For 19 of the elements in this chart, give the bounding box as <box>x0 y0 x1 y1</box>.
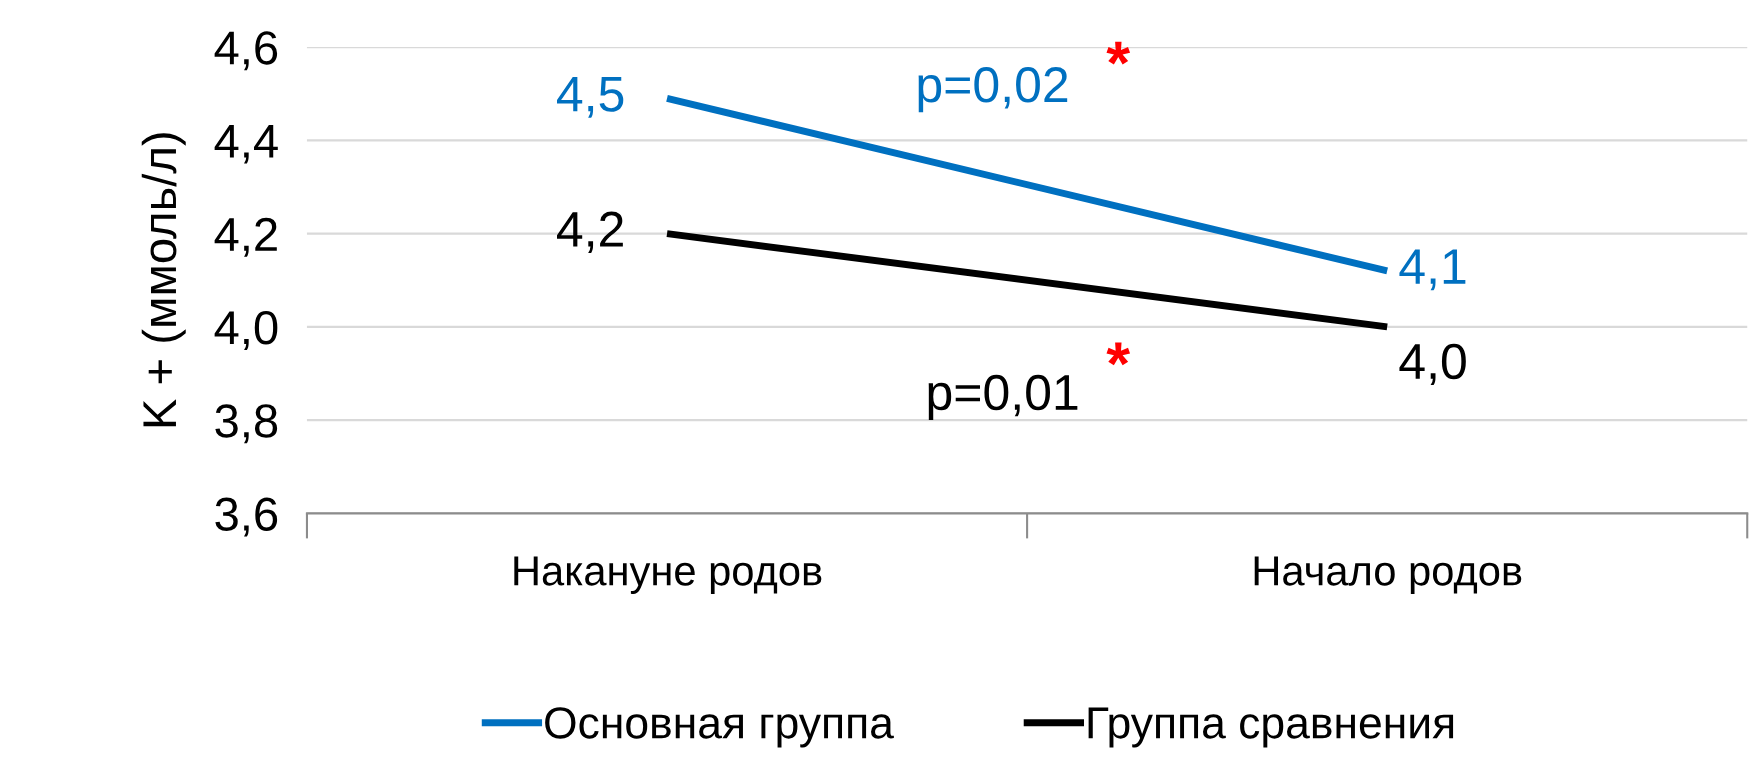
y-tick-label: 3,8 <box>215 404 278 444</box>
y-tick-label: 3,6 <box>215 497 278 537</box>
data-label: 4,1 <box>1399 249 1466 291</box>
x-tick-label: Накануне родов <box>514 556 822 594</box>
data-label: 4,5 <box>557 76 624 118</box>
legend-label: Группа сравнения <box>1088 707 1454 748</box>
y-tick-label: 4,2 <box>214 217 277 257</box>
annotation: * <box>1106 342 1131 366</box>
y-tick-label: 4,6 <box>214 31 278 71</box>
data-label: 4,2 <box>557 211 623 253</box>
annotation: * <box>1106 41 1131 65</box>
legend-label: Основная группа <box>545 707 894 748</box>
annotation: p=0,02 <box>918 67 1068 113</box>
y-axis-title: K + (ммоль/л) <box>141 133 186 427</box>
x-tick-label: Начало родов <box>1254 556 1522 594</box>
y-tick-label: 4,0 <box>214 311 278 351</box>
y-tick-label: 4,4 <box>214 124 278 164</box>
data-label: 4,0 <box>1399 343 1466 386</box>
annotation: p=0,01 <box>928 374 1078 421</box>
